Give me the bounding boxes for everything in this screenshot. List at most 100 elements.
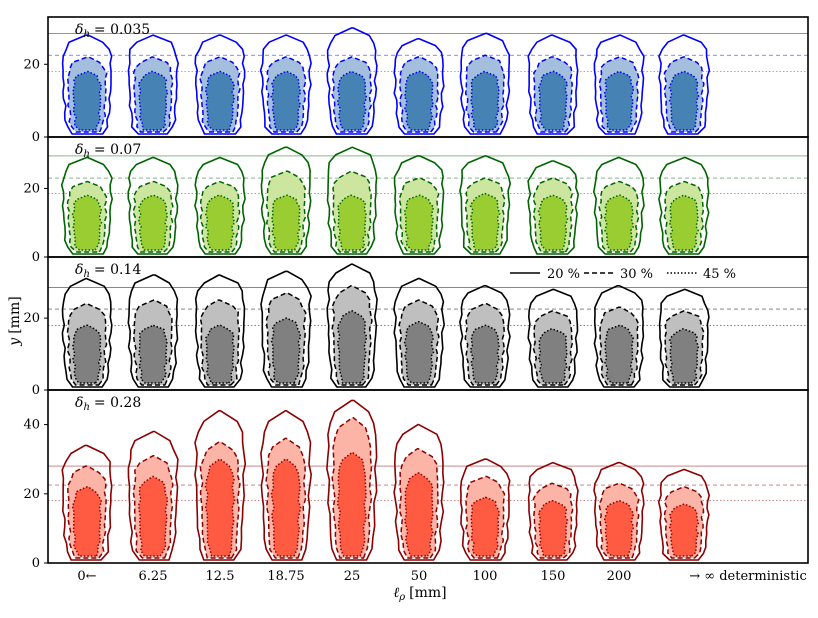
- x-tick-label: 50: [411, 569, 428, 584]
- contour-20: [194, 34, 246, 135]
- contour-45: [668, 503, 700, 557]
- contour-45: [137, 70, 169, 131]
- panel-label: δh = 0.07: [75, 142, 141, 160]
- contour-group-6: [393, 277, 445, 388]
- contour-20: [459, 155, 511, 255]
- contour-group-10: [658, 288, 710, 388]
- legend-label-30: 30 %: [620, 267, 653, 282]
- y-tick-label: 20: [23, 57, 40, 72]
- contour-45: [668, 194, 699, 251]
- contour-group-9: [593, 34, 645, 135]
- y-tick-label: 40: [23, 418, 40, 433]
- contour-20: [593, 34, 645, 135]
- contour-20: [658, 34, 711, 135]
- x-tick-label: 25: [344, 569, 361, 584]
- contour-20: [61, 277, 113, 388]
- contour-group-2: [127, 34, 179, 135]
- contour-45: [538, 328, 568, 384]
- x-tick-label: 18.75: [267, 569, 304, 584]
- panel-label: δh = 0.14: [75, 262, 141, 280]
- legend-label-20: 20 %: [547, 267, 580, 282]
- panel-label: δh = 0.28: [75, 395, 141, 413]
- contour-45: [138, 475, 169, 557]
- contour-45: [270, 458, 302, 557]
- contour-group-1: [60, 156, 113, 255]
- y-tick-label: 0: [32, 556, 40, 571]
- contour-group-1: [61, 444, 113, 561]
- contour-45: [337, 70, 368, 131]
- contour-20: [459, 285, 511, 388]
- contour-group-4: [260, 410, 312, 561]
- contour-20: [61, 34, 113, 135]
- contour-group-8: [527, 461, 579, 561]
- contour-20: [260, 410, 312, 561]
- contour-20: [194, 156, 246, 255]
- contour-group-9: [593, 156, 645, 255]
- contour-45: [668, 328, 700, 384]
- x-tick-label: 12.5: [206, 569, 235, 584]
- contour-20: [658, 288, 710, 388]
- contour-45: [204, 194, 236, 251]
- contour-20: [657, 468, 710, 561]
- panel-label: δh = 0.035: [75, 22, 150, 40]
- contour-20: [60, 156, 113, 255]
- contour-group-10: [658, 156, 710, 255]
- contour-group-4: [260, 270, 312, 388]
- contour-20: [527, 288, 579, 388]
- panel-2: 0 20 δh = 0.07: [23, 136, 809, 265]
- contour-20: [326, 27, 378, 135]
- contour-45: [604, 70, 635, 131]
- panel-4: 0 20 40 δh = 0.28: [23, 389, 809, 571]
- contour-45: [604, 324, 635, 384]
- contour-group-6: [393, 155, 445, 255]
- contour-group-6: [393, 423, 445, 561]
- contour-group-3: [194, 156, 246, 255]
- contour-45: [204, 458, 236, 557]
- contour-group-2: [127, 156, 179, 255]
- contour-group-8: [527, 160, 579, 255]
- contour-45: [271, 194, 301, 251]
- contour-45: [469, 324, 501, 384]
- contour-20: [259, 34, 312, 135]
- panel-1: 0 20 δh = 0.035: [23, 16, 809, 145]
- contour-45: [138, 194, 169, 251]
- legend: 20 % 30 % 45 %: [510, 267, 736, 282]
- contour-45: [537, 70, 569, 131]
- contour-45: [72, 324, 102, 384]
- x-tick-label: 100: [473, 569, 498, 584]
- contour-group-10: [657, 468, 710, 561]
- y-tick-label: 0: [32, 130, 40, 145]
- contour-20: [127, 156, 179, 255]
- contour-group-3: [194, 410, 247, 561]
- contour-group-4: [259, 34, 312, 135]
- contour-20: [326, 263, 378, 388]
- contour-45: [470, 496, 501, 557]
- contour-20: [393, 155, 445, 255]
- contour-45: [537, 499, 569, 557]
- x-tick-label: 0←: [77, 569, 96, 584]
- contour-20: [127, 430, 179, 561]
- y-tick-label: 20: [23, 181, 40, 196]
- contour-20: [194, 410, 247, 561]
- contour-45: [403, 320, 435, 384]
- contour-20: [527, 160, 579, 255]
- contour-group-9: [593, 285, 645, 388]
- contour-45: [205, 70, 235, 131]
- contour-45: [403, 70, 434, 131]
- x-axis-title: ℓρ [mm]: [393, 585, 446, 603]
- x-tick-labels: 0← 6.25 12.5 18.75 25 50 100 150 200 → ∞ determin…: [77, 569, 806, 584]
- contour-45: [403, 472, 434, 557]
- x-tick-label: → ∞ deterministic: [689, 569, 806, 584]
- contour-group-2: [127, 274, 179, 388]
- contour-45: [336, 310, 368, 384]
- contour-group-4: [260, 146, 312, 255]
- contour-20: [127, 274, 179, 388]
- contour-45: [668, 70, 700, 131]
- contour-group-6: [393, 38, 445, 135]
- contour-45: [336, 451, 367, 557]
- contour-group-3: [194, 34, 246, 135]
- contour-20: [593, 285, 645, 388]
- contour-45: [205, 324, 235, 384]
- contour-20: [326, 399, 378, 561]
